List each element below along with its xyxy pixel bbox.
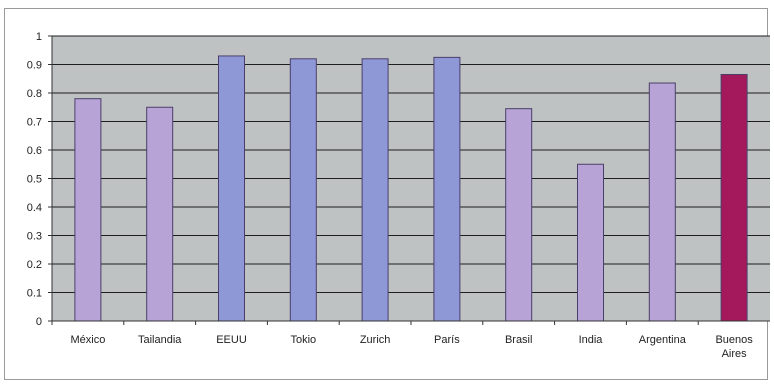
x-tick-label: EEUU xyxy=(216,334,247,346)
y-tick-label: 0.7 xyxy=(27,117,42,129)
y-tick-label: 0.1 xyxy=(27,288,42,300)
x-tick-label: India xyxy=(579,334,604,346)
bar xyxy=(289,58,317,322)
bar xyxy=(361,58,389,322)
y-tick-label: 0.6 xyxy=(27,145,42,157)
bar xyxy=(74,98,102,322)
x-tick-label: Tokio xyxy=(290,334,316,346)
bar xyxy=(505,108,533,322)
bar xyxy=(577,163,604,322)
bar xyxy=(648,82,676,322)
y-tick-label: 1 xyxy=(36,31,42,43)
x-tick-label: México xyxy=(70,334,105,346)
y-tick-label: 0.2 xyxy=(27,259,42,271)
y-tick-label: 0.8 xyxy=(27,88,42,100)
x-tick-label: Brasil xyxy=(505,334,533,346)
x-tick-labels: México Tailandia EEUU Tokio Zurich París Brasi… xyxy=(51,321,753,360)
x-tick-label: Tailandia xyxy=(138,334,182,346)
bar xyxy=(146,106,174,322)
y-tick-label: 0.3 xyxy=(27,231,42,243)
x-tick-label: Buenos Aires xyxy=(715,334,753,360)
bar xyxy=(218,55,245,322)
bars xyxy=(74,55,748,322)
y-tick-label: 0.4 xyxy=(27,202,42,214)
x-tick-label: Zurich xyxy=(360,334,391,346)
bar xyxy=(433,56,461,322)
y-tick-label: 0 xyxy=(36,316,42,328)
y-tick-labels: 0 0.1 0.2 0.3 0.4 0.5 0.6 0.7 0.8 0.9 1 xyxy=(27,31,52,328)
x-tick-label: París xyxy=(434,334,460,346)
bar xyxy=(720,73,748,322)
y-tick-label: 0.9 xyxy=(27,60,42,72)
y-tick-label: 0.5 xyxy=(27,174,42,186)
x-tick-label: Argentina xyxy=(639,334,687,346)
